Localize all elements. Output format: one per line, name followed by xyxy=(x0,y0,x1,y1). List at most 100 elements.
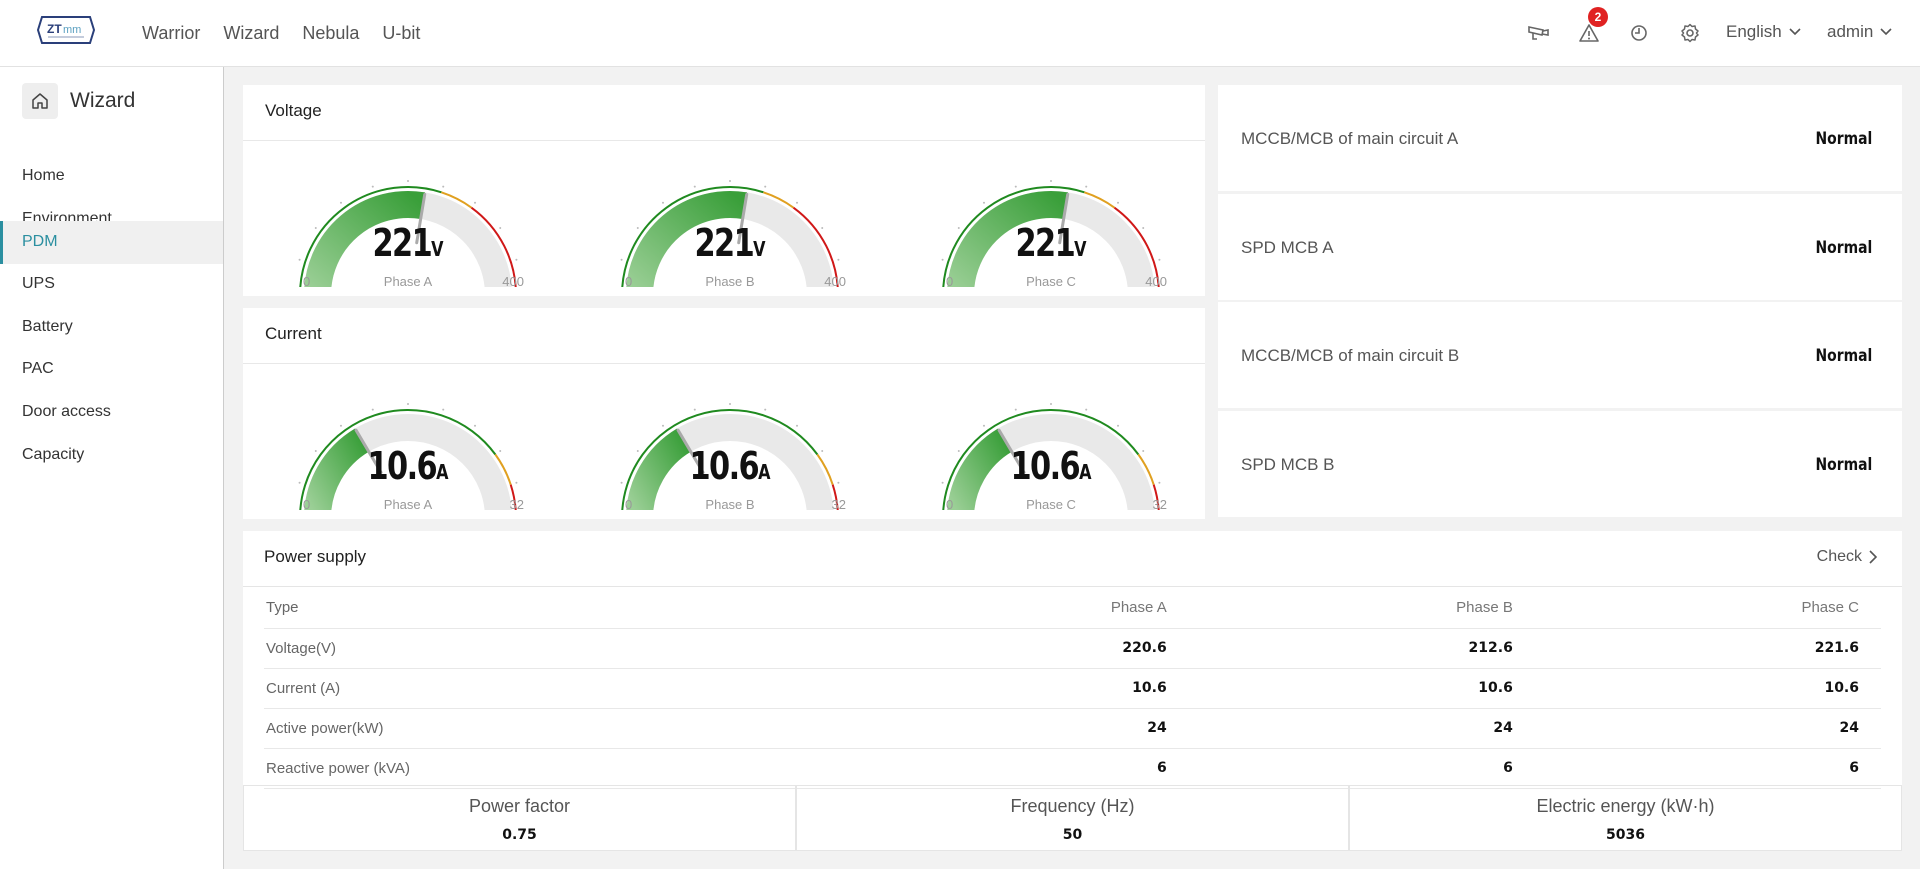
gauge-min-label: 0 xyxy=(303,497,311,512)
cell-value: 6 xyxy=(1534,748,1881,789)
camera-icon[interactable] xyxy=(1526,20,1552,46)
cell-value: 212.6 xyxy=(1188,628,1535,669)
sidebar-item-pdm[interactable]: PDM xyxy=(0,221,223,264)
nav-warrior[interactable]: Warrior xyxy=(142,22,201,43)
table-header-row: Type Phase A Phase B Phase C xyxy=(264,588,1881,629)
gauge-min-label: 0 xyxy=(946,274,954,289)
gauge-fill xyxy=(626,428,692,519)
gauge-tick xyxy=(957,226,960,229)
gauge-needle xyxy=(354,428,383,474)
gauge-value: 10.6A xyxy=(312,444,504,488)
status-value: Normal xyxy=(1815,455,1872,475)
sidebar-item-capacity[interactable]: Capacity xyxy=(22,446,85,463)
gauge-voltage-0: 221V Phase A 0 400 xyxy=(288,147,528,296)
gauge-tick xyxy=(1117,201,1120,204)
nav-wizard[interactable]: Wizard xyxy=(223,22,280,43)
home-icon[interactable] xyxy=(22,83,58,119)
sidebar-item-door-access[interactable]: Door access xyxy=(22,403,111,420)
gauge-value-unit: A xyxy=(758,460,771,484)
gauge-dial xyxy=(936,403,1166,519)
gauge-tick xyxy=(661,201,664,204)
alarm-icon[interactable] xyxy=(1576,20,1602,46)
gear-icon[interactable] xyxy=(1677,20,1703,46)
check-label: Check xyxy=(1816,548,1862,565)
gauge-value: 10.6A xyxy=(955,444,1147,488)
cell-value: 24 xyxy=(842,708,1189,749)
sidebar-item-pac[interactable]: PAC xyxy=(22,360,54,377)
cell-value: 24 xyxy=(1534,708,1881,749)
gauge-tick xyxy=(764,185,767,188)
gauge-value: 221V xyxy=(634,221,826,265)
gauge-zone-ring xyxy=(621,409,819,519)
gauge-current-2: 10.6A Phase C 0 32 xyxy=(931,370,1171,519)
gauge-zone-ring xyxy=(816,453,834,485)
gauge-zone-ring xyxy=(763,191,795,209)
user-menu[interactable]: admin xyxy=(1827,22,1893,42)
gauge-tick xyxy=(837,258,840,261)
cell-value: 10.6 xyxy=(1188,668,1535,709)
gauge-value-number: 10.6 xyxy=(689,444,760,488)
power-supply-title: Power supply xyxy=(264,547,367,566)
sidebar-title: Wizard xyxy=(70,89,136,112)
gauge-tick xyxy=(1085,408,1088,411)
gauge-fill xyxy=(947,428,1013,519)
brand-logo[interactable]: ZT mm xyxy=(36,13,96,47)
gauge-current-0: 10.6A Phase A 0 32 xyxy=(288,370,528,519)
sidebar: Wizard Home Environment PDM UPS Battery … xyxy=(0,67,224,869)
gauge-fill xyxy=(304,428,370,519)
gauge-tick xyxy=(693,185,696,188)
gauge-tick xyxy=(339,424,342,427)
gauge-zone-ring xyxy=(942,409,1140,519)
gauge-fill xyxy=(304,191,426,296)
gauge-tick xyxy=(941,481,944,484)
sidebar-item-home[interactable]: Home xyxy=(22,167,65,184)
language-select[interactable]: English xyxy=(1726,22,1802,42)
gauge-tick xyxy=(636,449,639,452)
gauge-tick xyxy=(515,481,518,484)
status-name: MCCB/MCB of main circuit A xyxy=(1241,129,1459,148)
summary-electric-energy: Electric energy (kW·h) 5036 xyxy=(1349,785,1902,851)
column-header: Phase B xyxy=(1188,588,1535,629)
gauge-tick xyxy=(1050,403,1052,405)
check-link[interactable]: Check xyxy=(1817,548,1878,566)
sidebar-item-ups[interactable]: UPS xyxy=(22,275,55,292)
gauge-min-label: 0 xyxy=(946,497,954,512)
status-value: Normal xyxy=(1815,238,1872,258)
status-row: SPD MCB B Normal xyxy=(1218,411,1902,517)
sidebar-item-battery[interactable]: Battery xyxy=(22,318,73,335)
status-value: Normal xyxy=(1815,346,1872,366)
nav-u-bit[interactable]: U-bit xyxy=(382,22,421,43)
gauge-tick xyxy=(442,185,445,188)
nav-nebula[interactable]: Nebula xyxy=(302,22,360,43)
gauge-value-number: 221 xyxy=(372,221,432,265)
cell-value: 24 xyxy=(1188,708,1535,749)
status-row: SPD MCB A Normal xyxy=(1218,194,1902,300)
cell-value: 6 xyxy=(842,748,1189,789)
gauge-tick xyxy=(407,180,409,182)
alarm-count-badge: 2 xyxy=(1588,7,1608,27)
gauge-tick xyxy=(298,258,301,261)
gauge-value: 221V xyxy=(955,221,1147,265)
gauge-tick xyxy=(499,226,502,229)
gauge-max-label: 32 xyxy=(831,497,846,512)
status-name: SPD MCB B xyxy=(1241,455,1335,474)
language-label: English xyxy=(1726,22,1782,41)
gauge-zone-ring xyxy=(1137,453,1155,485)
gauge-tick xyxy=(1014,185,1017,188)
column-header: Phase A xyxy=(842,588,1189,629)
gauge-zone-ring xyxy=(792,206,839,296)
gauge-needle xyxy=(676,428,705,474)
gauge-value-unit: A xyxy=(436,460,449,484)
top-nav: Warrior Wizard Nebula U-bit xyxy=(142,0,420,66)
gauge-value-number: 10.6 xyxy=(367,444,438,488)
divider xyxy=(243,586,1902,587)
gauge-label: Phase C xyxy=(1026,497,1076,512)
gauge-max-label: 32 xyxy=(1152,497,1167,512)
power-supply-panel: Power supply Check Type Phase A Phase B … xyxy=(243,531,1902,851)
clock-icon[interactable] xyxy=(1626,20,1652,46)
gauge-tick xyxy=(474,201,477,204)
gauge-zone-ring xyxy=(1113,206,1160,296)
svg-text:ZT: ZT xyxy=(47,22,62,36)
gauge-tick xyxy=(693,408,696,411)
gauge-dial xyxy=(615,403,845,519)
